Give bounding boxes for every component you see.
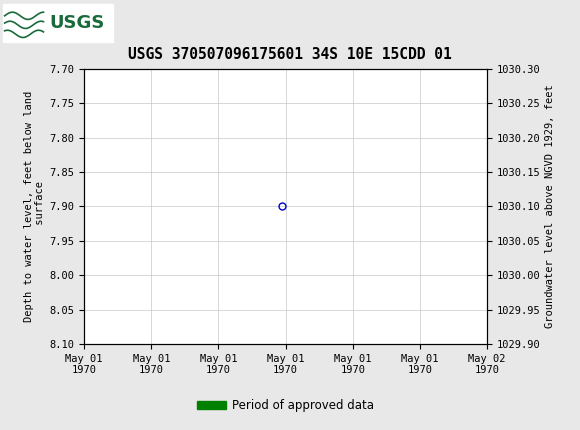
Y-axis label: Groundwater level above NGVD 1929, feet: Groundwater level above NGVD 1929, feet bbox=[545, 85, 555, 328]
Legend: Period of approved data: Period of approved data bbox=[192, 394, 379, 417]
Y-axis label: Depth to water level, feet below land
 surface: Depth to water level, feet below land su… bbox=[24, 91, 45, 322]
FancyBboxPatch shape bbox=[3, 3, 113, 42]
Text: USGS 370507096175601 34S 10E 15CDD 01: USGS 370507096175601 34S 10E 15CDD 01 bbox=[128, 47, 452, 62]
Text: USGS: USGS bbox=[49, 14, 104, 31]
